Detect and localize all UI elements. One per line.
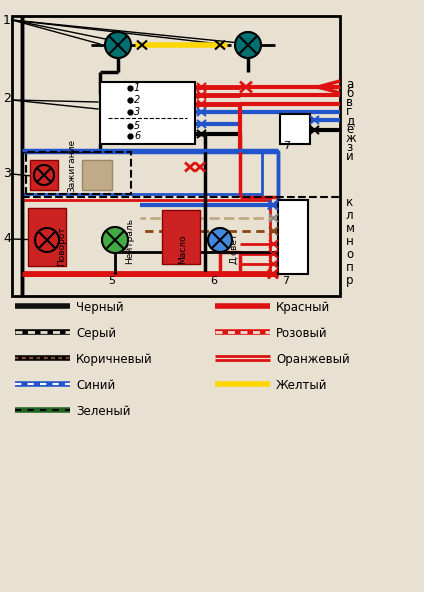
Text: в: в: [346, 96, 353, 109]
Bar: [82, 160, 112, 190]
Text: Серый: Серый: [76, 327, 116, 340]
Text: 7: 7: [282, 276, 289, 286]
Text: 6: 6: [134, 131, 140, 141]
Text: Розовый: Розовый: [276, 327, 328, 340]
Text: 4: 4: [3, 232, 11, 245]
Text: 3: 3: [134, 107, 140, 117]
Text: Синий: Синий: [76, 379, 115, 392]
Text: Красный: Красный: [276, 301, 330, 314]
Text: Д.свет: Д.свет: [229, 233, 238, 264]
Text: а: а: [346, 78, 353, 91]
Text: Оранжевый: Оранжевый: [276, 353, 350, 366]
Circle shape: [34, 165, 54, 185]
Text: Желтый: Желтый: [276, 379, 327, 392]
Bar: [100, 82, 195, 144]
Text: 5: 5: [134, 121, 140, 131]
Text: Поворот: Поворот: [58, 226, 67, 266]
Bar: [278, 200, 308, 274]
Bar: [30, 160, 58, 190]
Bar: [28, 208, 66, 266]
Bar: [280, 114, 310, 144]
Bar: [22, 200, 270, 272]
Bar: [12, 16, 340, 296]
Text: о: о: [346, 248, 353, 261]
Text: Масло: Масло: [179, 234, 187, 264]
Text: Коричневый: Коричневый: [76, 353, 153, 366]
Text: 2: 2: [134, 95, 140, 105]
Text: д: д: [346, 114, 354, 127]
Text: 2: 2: [3, 92, 11, 105]
Text: и: и: [346, 150, 354, 163]
Text: Нейтраль: Нейтраль: [126, 218, 134, 264]
Bar: [26, 152, 131, 194]
Text: 1: 1: [134, 83, 140, 93]
Bar: [162, 210, 200, 264]
Text: 7: 7: [283, 141, 290, 151]
Circle shape: [35, 228, 59, 252]
Bar: [22, 151, 262, 194]
Text: 3: 3: [3, 167, 11, 180]
Text: Зажигание: Зажигание: [67, 139, 76, 192]
Text: Зеленый: Зеленый: [76, 405, 131, 418]
Text: м: м: [346, 222, 355, 235]
Text: 6: 6: [210, 276, 217, 286]
Text: р: р: [346, 274, 354, 287]
Text: е: е: [346, 123, 353, 136]
Text: н: н: [346, 235, 354, 248]
Text: б: б: [346, 87, 353, 100]
Circle shape: [102, 227, 128, 253]
Text: п: п: [346, 261, 354, 274]
Circle shape: [105, 32, 131, 58]
Text: л: л: [346, 209, 354, 222]
Text: к: к: [346, 196, 353, 209]
Circle shape: [208, 228, 232, 252]
Text: 1: 1: [3, 14, 11, 27]
Text: Черный: Черный: [76, 301, 124, 314]
Text: 5: 5: [108, 276, 115, 286]
Text: ж: ж: [346, 132, 357, 145]
Circle shape: [235, 32, 261, 58]
Text: з: з: [346, 141, 352, 154]
Text: г: г: [346, 105, 352, 118]
